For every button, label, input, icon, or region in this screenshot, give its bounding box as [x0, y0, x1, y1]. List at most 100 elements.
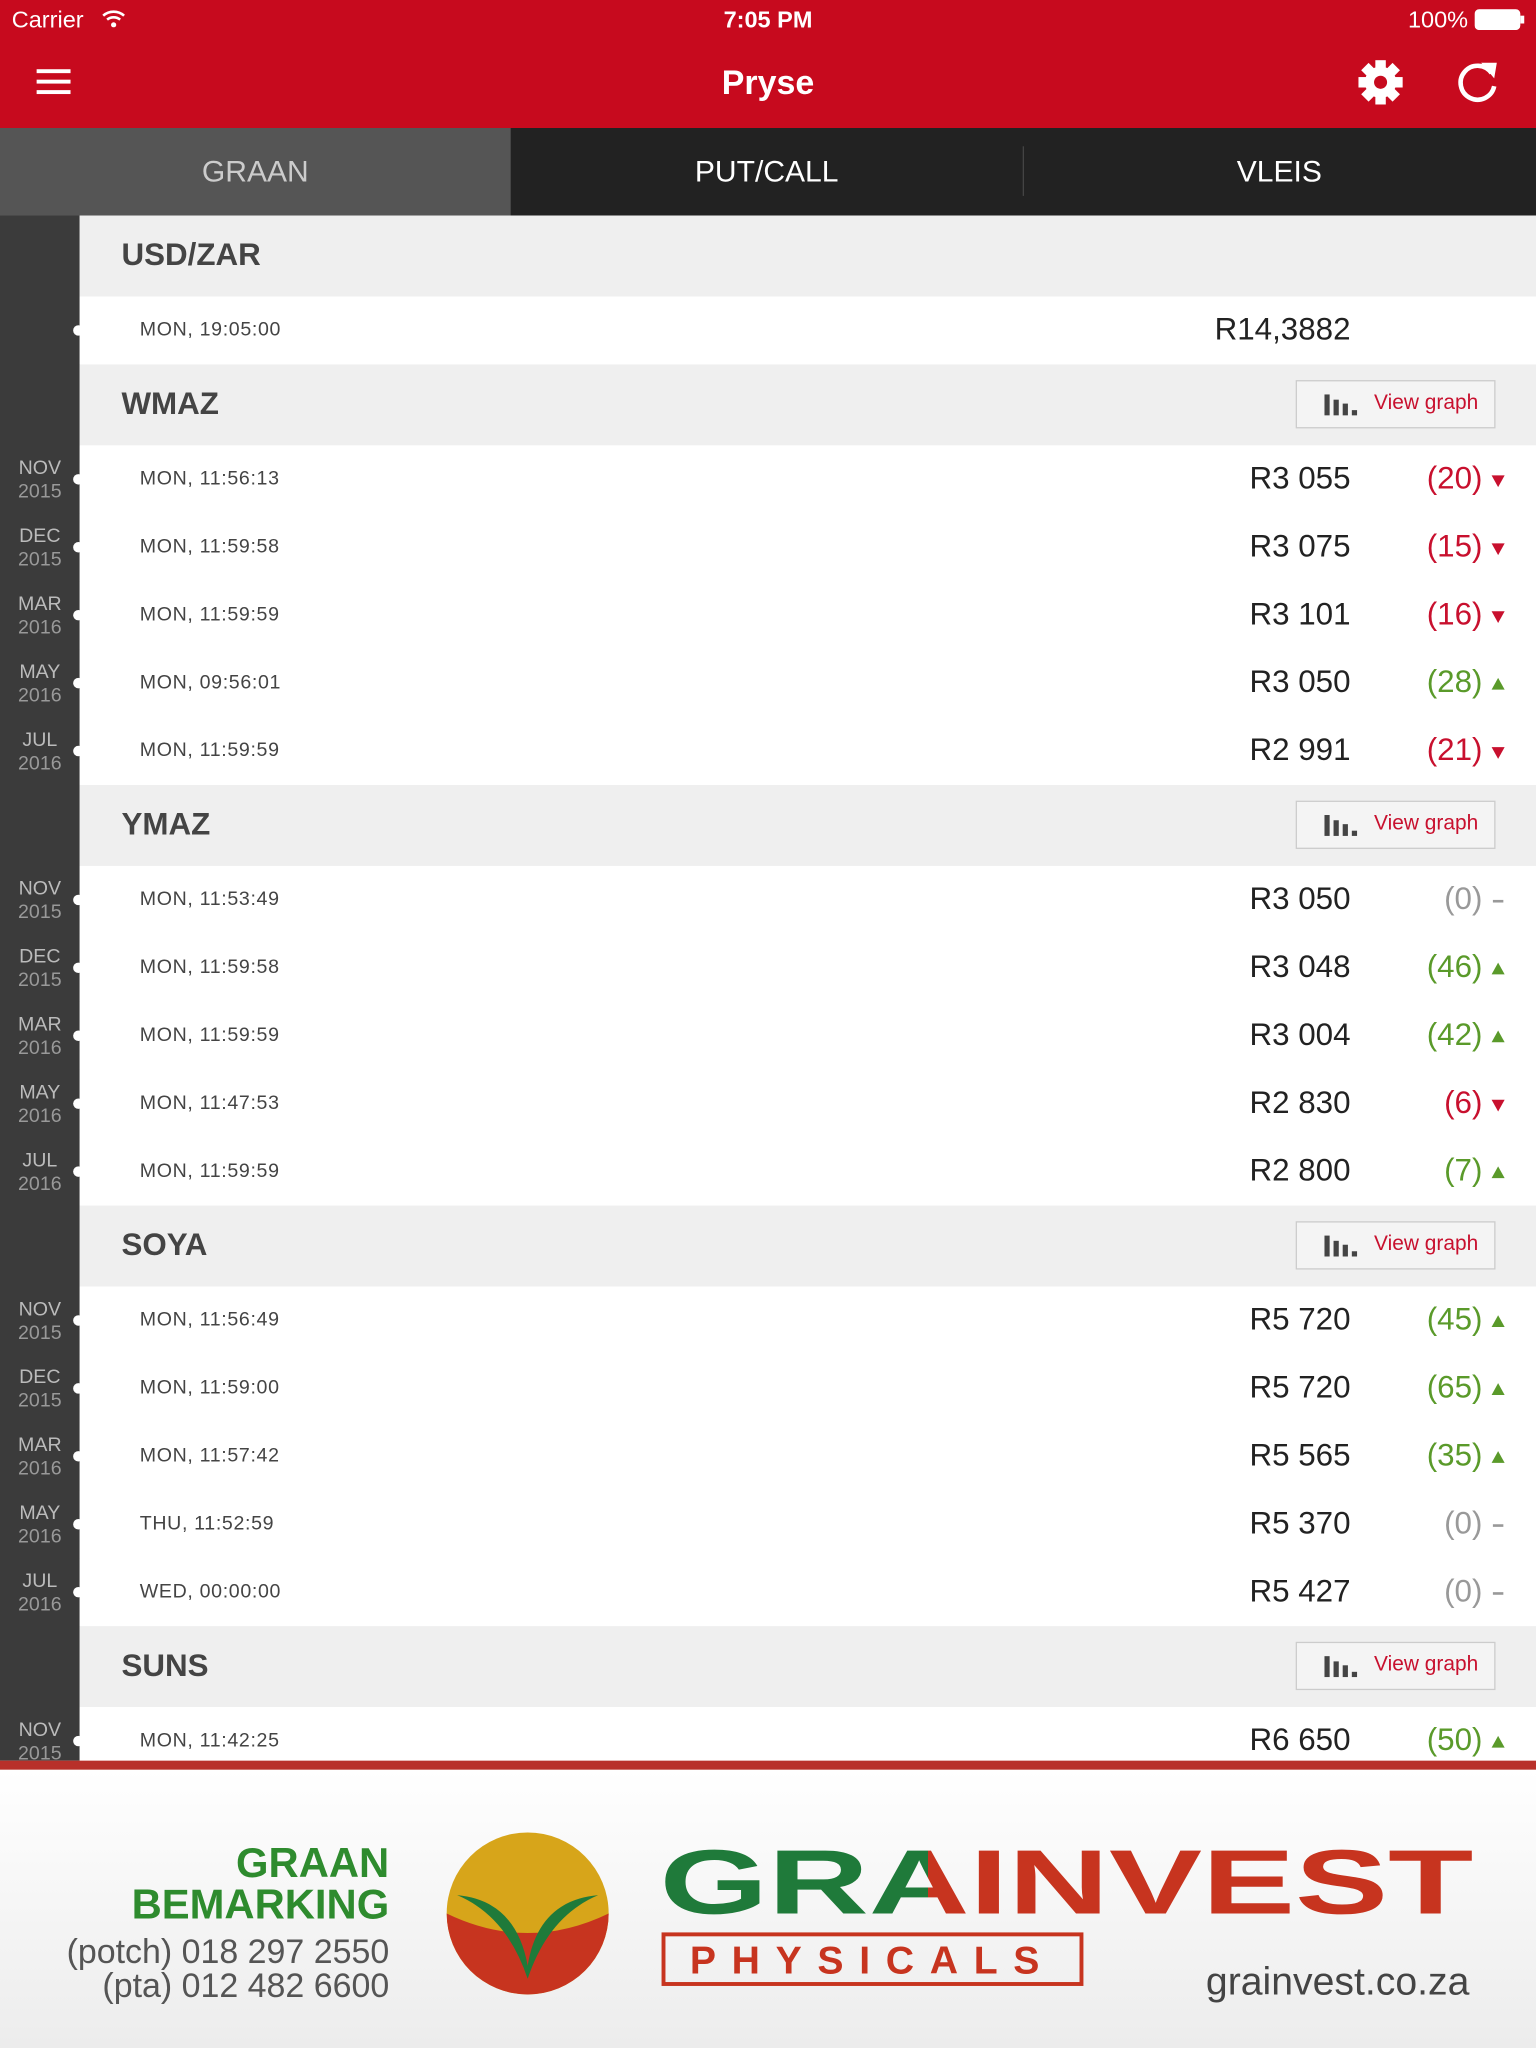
row-price: R5 720 — [1249, 1370, 1351, 1406]
row-time: MON, 11:59:59 — [139, 603, 280, 626]
ad-sub: PHYSICALS — [690, 1940, 1055, 1983]
row-price: R5 370 — [1249, 1505, 1351, 1542]
contract-year: 2015 — [18, 548, 62, 571]
view-graph-button[interactable]: View graph — [1295, 800, 1496, 849]
timeline-dot — [73, 1586, 84, 1598]
contract-year: 2016 — [18, 1037, 62, 1060]
page-title: Pryse — [721, 62, 815, 102]
logo-base — [446, 1913, 609, 1995]
tab[interactable]: GRAAN — [0, 127, 511, 216]
contract-year: 2015 — [18, 969, 62, 992]
section-title: WMAZ — [121, 386, 219, 422]
contract-year: 2015 — [18, 901, 62, 924]
tab[interactable]: PUT/CALL — [694, 154, 839, 189]
contract-year: 2016 — [18, 1104, 62, 1128]
view-graph-button[interactable]: View graph — [1295, 1641, 1496, 1691]
timeline-dot — [73, 1519, 84, 1530]
trend-icon — [1490, 1584, 1506, 1600]
ad-phone1: (potch) 018 297 2550 — [67, 1933, 390, 1971]
carrier: Carrier — [11, 6, 84, 33]
trend-icon — [1490, 1028, 1506, 1044]
trend-icon — [1490, 1381, 1506, 1397]
row-change: (20) — [1426, 461, 1483, 497]
top-bar — [0, 0, 1536, 128]
ad-url: grainvest.co.za — [1206, 1960, 1470, 2003]
row-change: (7) — [1444, 1153, 1483, 1189]
trend-icon — [1490, 892, 1506, 908]
contract-year: 2015 — [18, 480, 62, 503]
row-time: MON, 09:56:01 — [139, 671, 282, 694]
row-time: THU, 11:52:59 — [139, 1512, 275, 1535]
tab[interactable]: VLEIS — [1236, 154, 1322, 189]
settings-button[interactable] — [1358, 60, 1403, 105]
trend-icon — [1490, 1516, 1506, 1532]
row-time: MON, 11:59:58 — [139, 956, 280, 979]
price-row — [79, 649, 1536, 718]
timeline-dot — [73, 1735, 84, 1747]
row-change: (15) — [1426, 528, 1483, 565]
trend-icon — [1490, 539, 1506, 556]
contract-year: 2015 — [18, 1321, 62, 1344]
timeline-dot — [73, 1098, 84, 1109]
contract-month: DEC — [19, 945, 61, 968]
price-row — [79, 865, 1536, 934]
trend-icon — [1490, 1313, 1506, 1329]
section-title: YMAZ — [121, 807, 211, 843]
price-row — [79, 1069, 1536, 1138]
timeline-dot — [73, 962, 84, 974]
price-row — [79, 933, 1536, 1002]
price-row — [79, 1354, 1536, 1423]
row-change: (6) — [1444, 1085, 1483, 1121]
contract-month: JUL — [22, 1149, 58, 1172]
timeline-dot — [73, 1451, 84, 1462]
row-change: (45) — [1426, 1302, 1483, 1338]
contract-year: 2015 — [18, 1742, 62, 1761]
contract-year: 2016 — [18, 684, 62, 707]
trend-icon — [1490, 1733, 1506, 1749]
refresh-button[interactable] — [1455, 57, 1502, 107]
section-header — [79, 784, 1536, 866]
timeline-dot — [73, 894, 84, 906]
view-graph-button[interactable]: View graph — [1295, 1221, 1496, 1270]
row-time: WED, 00:00:00 — [139, 1580, 282, 1603]
battery-icon — [1474, 9, 1525, 31]
ad-line1: GRAAN — [236, 1839, 389, 1886]
row-price: R3 004 — [1249, 1017, 1351, 1053]
row-time: MON, 11:47:53 — [139, 1091, 280, 1115]
button-label[interactable]: View graph — [1374, 812, 1479, 835]
row-price: R5 427 — [1249, 1573, 1351, 1610]
row-price: R3 075 — [1249, 528, 1351, 565]
row-time: MON, 11:59:59 — [139, 1159, 280, 1183]
price-row — [79, 1490, 1536, 1559]
footer-rule — [0, 1760, 1536, 1770]
button-label[interactable]: View graph — [1374, 391, 1479, 415]
section-title: SOYA — [121, 1227, 208, 1264]
timeline-dot — [73, 745, 84, 757]
section-header — [79, 1626, 1536, 1708]
contract-month: MAR — [18, 1434, 62, 1457]
trend-icon — [1490, 1096, 1506, 1112]
contract-month: MAY — [19, 660, 61, 684]
contract-month: MAR — [18, 1013, 62, 1036]
advert[interactable] — [0, 1769, 1536, 2048]
contract-month: DEC — [19, 525, 61, 548]
timeline-dot — [73, 474, 84, 485]
contract-year: 2016 — [18, 616, 62, 639]
trend-icon — [1490, 472, 1506, 488]
contract-year: 2016 — [18, 752, 62, 775]
row-time: MON, 11:53:49 — [139, 888, 280, 911]
view-graph-button[interactable]: View graph — [1295, 380, 1496, 429]
price-list: USD/ZAR MON, 19:05:00 R14,3882 WMAZ View gra… — [0, 215, 1536, 1761]
button-label[interactable]: View graph — [1374, 1232, 1479, 1256]
row-time: MON, 19:05:00 — [139, 318, 282, 341]
button-label[interactable]: View graph — [1374, 1653, 1479, 1676]
trend-icon — [1490, 607, 1506, 624]
row-change: (16) — [1426, 596, 1483, 633]
menu-button[interactable] — [36, 65, 74, 96]
timeline-dot — [73, 1166, 84, 1177]
battery-level: 100% — [1407, 6, 1469, 33]
ad-phone2: (pta) 012 482 6600 — [102, 1967, 389, 2005]
price-row — [79, 717, 1536, 785]
row-time: MON, 11:56:13 — [139, 467, 280, 490]
